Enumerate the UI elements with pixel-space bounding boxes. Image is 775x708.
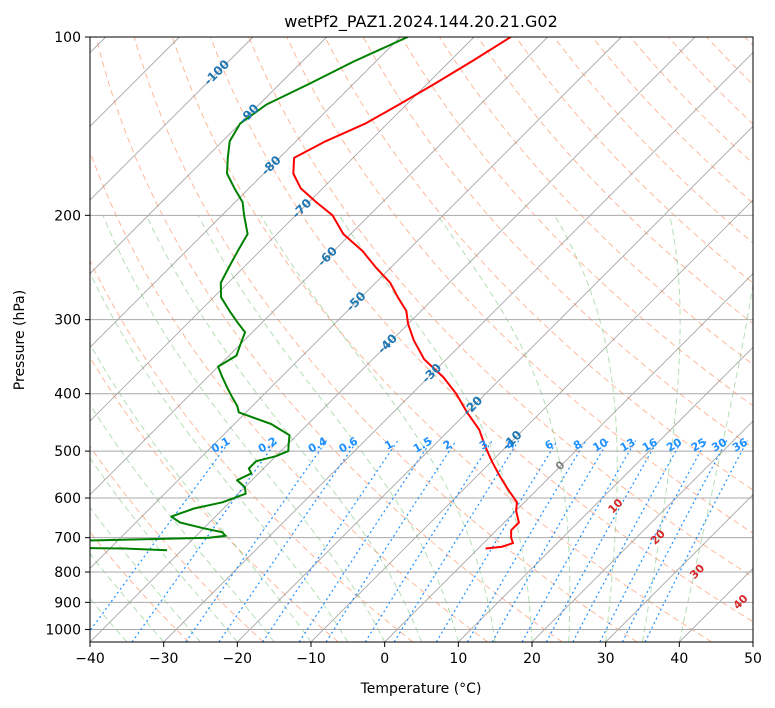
- plot-frame: [89, 36, 754, 643]
- y-tick-label: 900: [54, 595, 81, 611]
- moist-adiabat-line: [437, 215, 571, 642]
- y-tick-label: 700: [54, 531, 81, 547]
- x-tick-label: 40: [670, 651, 688, 667]
- moist-adiabat-line: [338, 215, 533, 642]
- dry-adiabat-line: [286, 37, 753, 534]
- dry-adiabat-line: [210, 37, 753, 623]
- mixing-ratio-line: [621, 440, 728, 642]
- isotherm-line: [90, 37, 327, 275]
- moist-adiabat-line: [90, 506, 201, 642]
- y-tick-label: 200: [54, 208, 81, 224]
- isotherm-line: [605, 494, 753, 642]
- x-axis: −40 −30 −20 −10 0 10 20 30 40 50: [75, 642, 762, 667]
- dry-adiabat-line: [171, 37, 712, 642]
- mixing-ratio-line: [325, 440, 457, 642]
- x-tick-label: 20: [523, 651, 541, 667]
- isotherm-line: [237, 125, 753, 642]
- moist-adiabat-line: [678, 280, 753, 642]
- x-tick-label: 30: [597, 651, 615, 667]
- x-tick-label: 0: [380, 651, 389, 667]
- y-tick-label: 100: [54, 30, 81, 46]
- dewpoint-profile-line: [90, 37, 409, 552]
- isotherm-line: [163, 52, 753, 642]
- isotherm-line: [458, 346, 753, 642]
- x-tick-label: 10: [449, 651, 467, 667]
- x-tick-label: −20: [223, 651, 253, 667]
- x-tick-label: −40: [75, 651, 105, 667]
- mixing-ratio-line: [131, 440, 278, 642]
- y-tick-label: 1000: [45, 622, 81, 638]
- temperature-profile-line: [292, 37, 520, 550]
- dry-adiabat-line: [515, 37, 753, 284]
- moist-adiabat-line: [90, 457, 238, 642]
- isotherm-line: [90, 37, 622, 569]
- moist-adiabat-line: [260, 215, 496, 642]
- background-lines: [90, 37, 753, 642]
- mixing-ratio-line: [298, 440, 432, 642]
- y-tick-label: 800: [54, 565, 81, 581]
- moist-adiabat-line: [90, 403, 275, 642]
- isotherm-line: [90, 37, 548, 496]
- dry-adiabat-line: [90, 259, 414, 642]
- moist-adiabat-line: [554, 215, 618, 642]
- isotherm-line: [384, 273, 753, 642]
- moist-adiabat-line: [90, 271, 349, 642]
- sounding-curves: [90, 37, 520, 552]
- moist-adiabat-line: [197, 215, 459, 642]
- mixing-ratio-line: [644, 440, 748, 642]
- mixing-ratio-line: [545, 440, 659, 642]
- mixing-ratio-line: [572, 440, 683, 642]
- dry-adiabat-line: [90, 445, 264, 642]
- mixing-ratio-line: [599, 440, 707, 642]
- mixing-ratio-line: [435, 440, 558, 642]
- plot-area: 0.1 0.2 0.4 0.6 1 1.5 2 3 4 6 8 10 13 16 20 25 30 36-100-…: [90, 37, 753, 642]
- y-tick-label: 600: [54, 491, 81, 507]
- x-axis-label: Temperature (°C): [360, 681, 482, 697]
- moist-adiabat-line: [642, 215, 681, 642]
- isotherm-line: [531, 420, 753, 642]
- y-tick-label: 300: [54, 313, 81, 329]
- isotherm-line: [310, 199, 753, 642]
- chart-title: wetPf2_PAZ1.2024.144.20.21.G02: [284, 12, 558, 32]
- moist-adiabat-line: [102, 215, 386, 642]
- dry-adiabat-line: [324, 37, 753, 491]
- isotherm-line: [90, 37, 475, 422]
- mixing-ratio-line: [262, 440, 399, 642]
- x-tick-label: −30: [149, 651, 179, 667]
- moist-adiabat-line: [90, 343, 312, 642]
- y-tick-label: 500: [54, 444, 81, 460]
- y-axis-label: Pressure (hPa): [12, 290, 28, 390]
- dry-adiabat-line: [248, 37, 753, 578]
- x-tick-label: 50: [744, 651, 762, 667]
- mixing-ratio-line: [393, 440, 520, 642]
- mixing-ratio-line: [364, 440, 493, 642]
- dry-adiabat-line: [95, 37, 563, 642]
- isotherm-line: [90, 37, 254, 201]
- mixing-ratio-line: [90, 440, 231, 632]
- dry-adiabat-line: [133, 37, 638, 642]
- moist-adiabat-line: [145, 215, 422, 642]
- y-tick-label: 400: [54, 387, 81, 403]
- x-tick-label: −10: [296, 651, 326, 667]
- y-axis: 100 200 300 400 500 600 700 800 900 1000: [45, 30, 90, 638]
- isotherm-line: [90, 37, 401, 348]
- isotherm-line: [90, 37, 696, 642]
